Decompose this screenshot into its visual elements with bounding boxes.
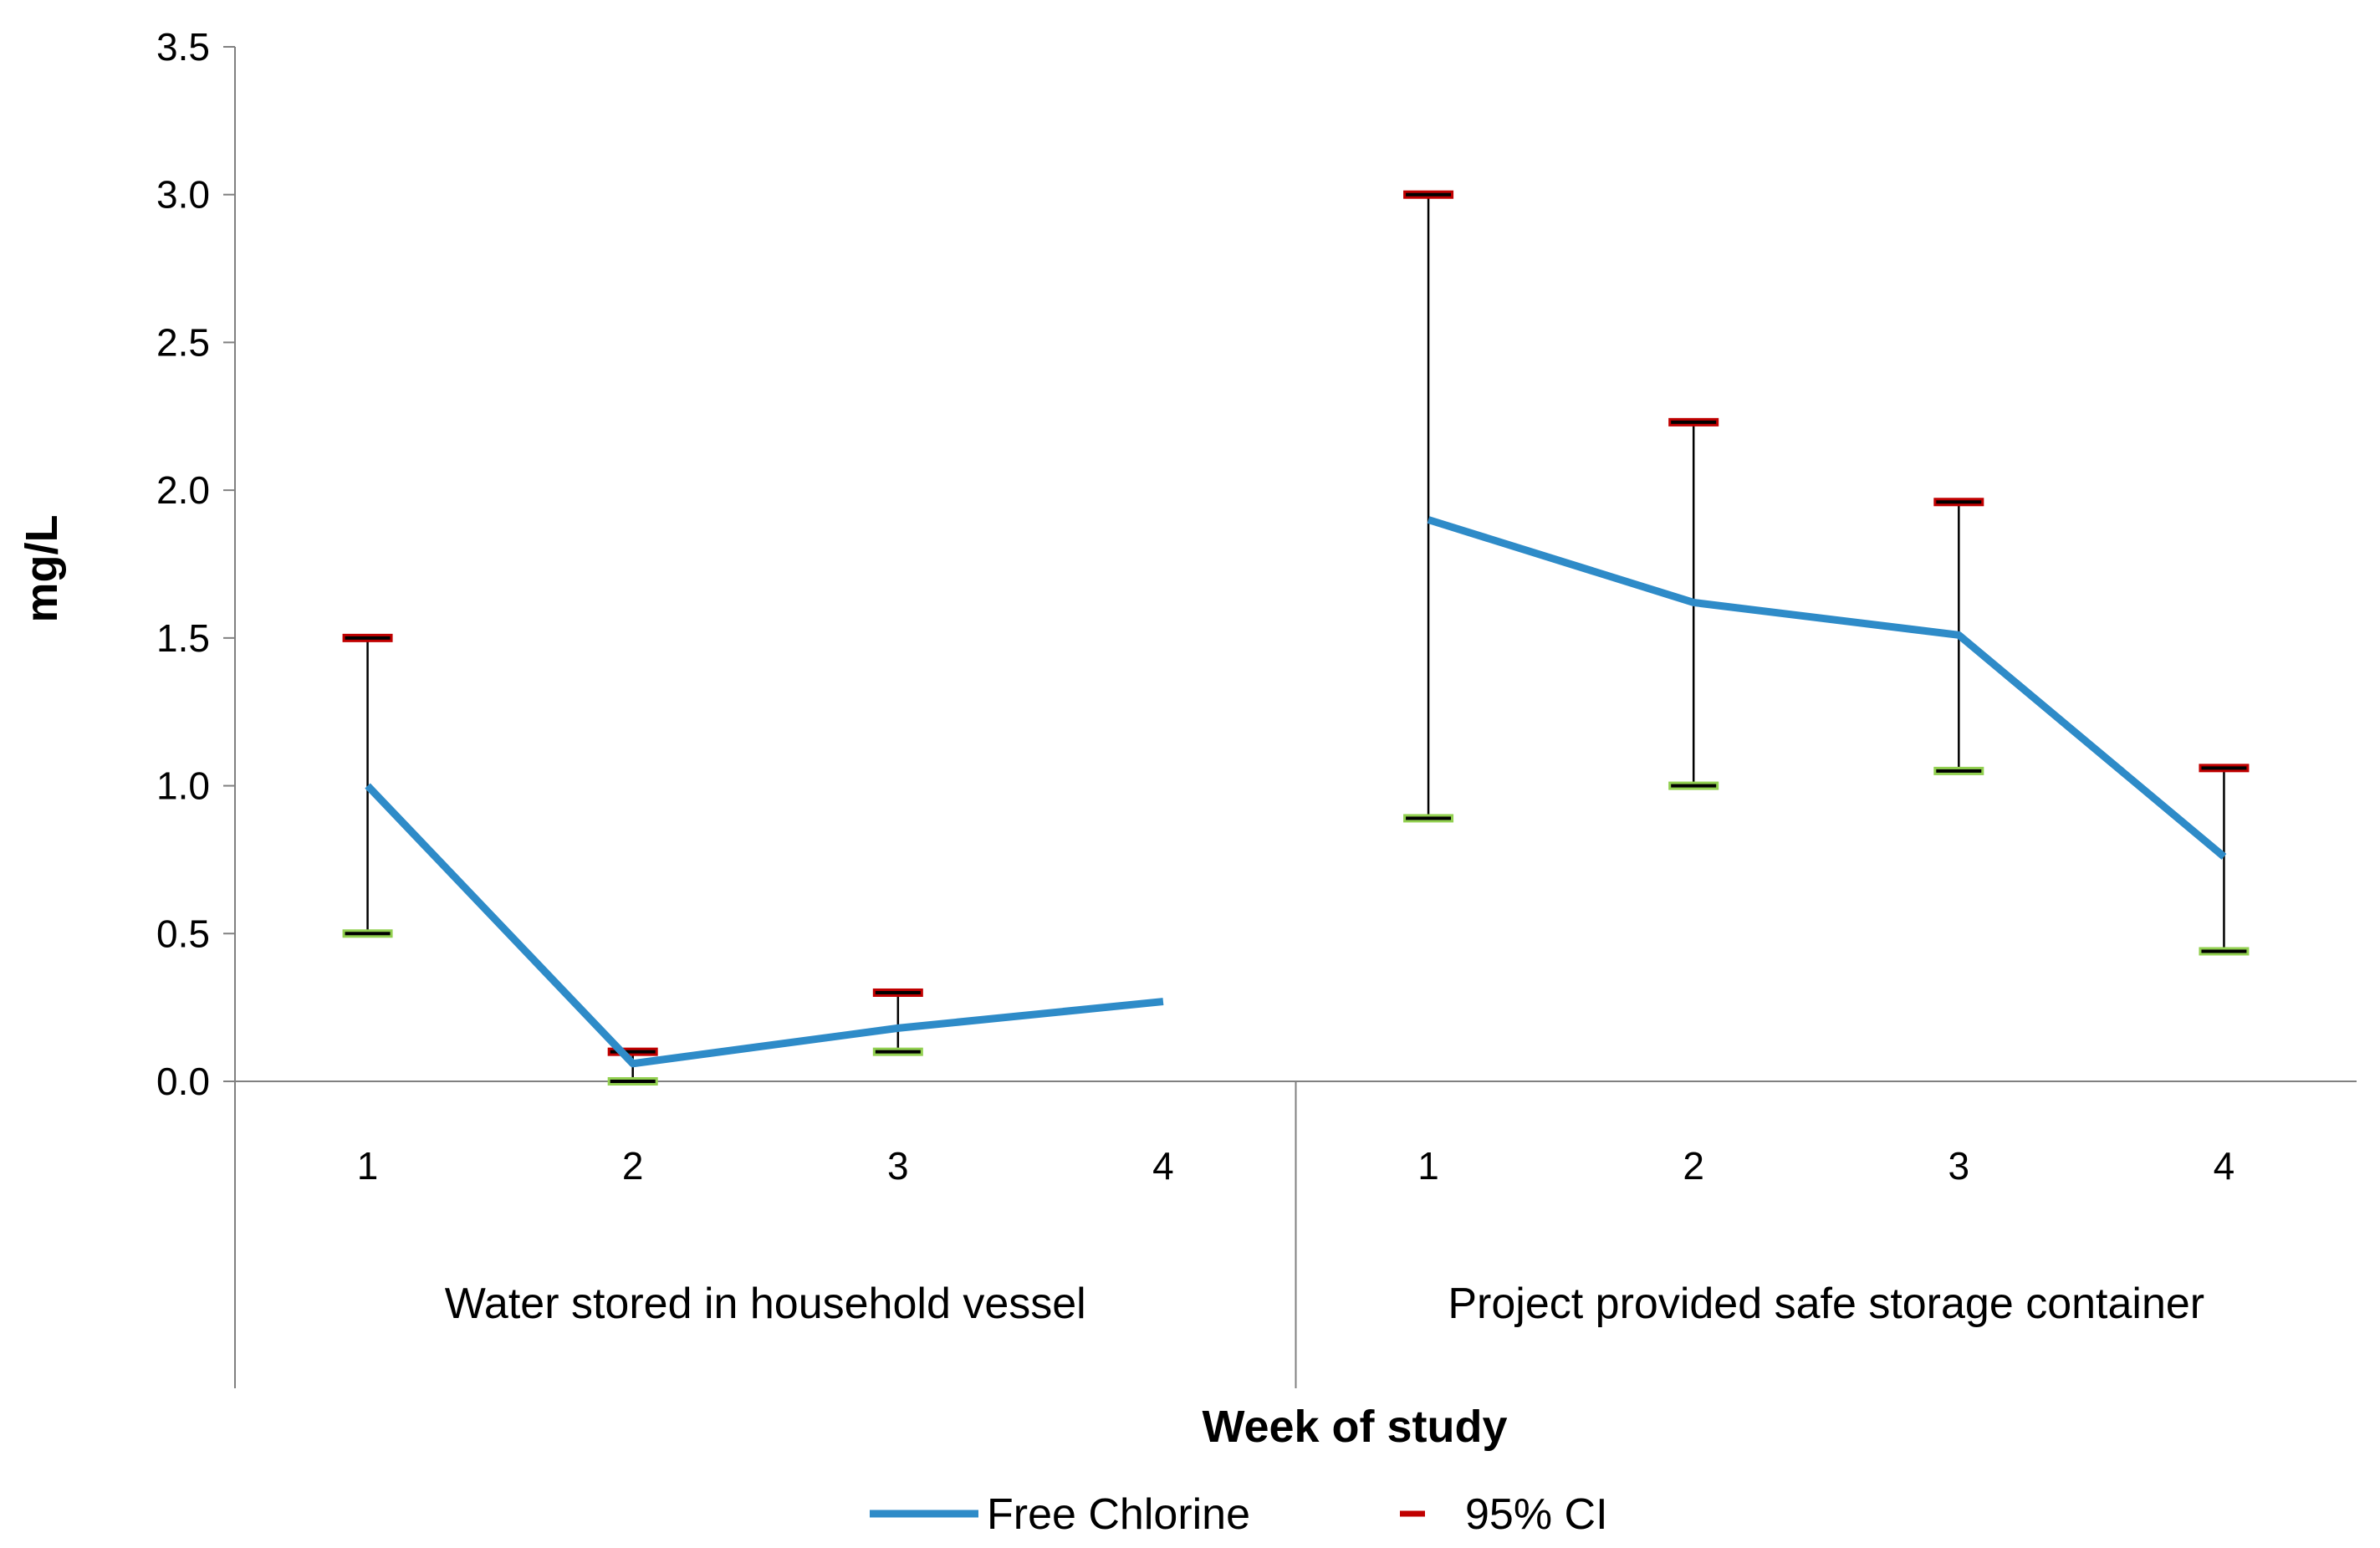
ci-upper-cap bbox=[1671, 420, 1717, 424]
x-tick-label: 3 bbox=[887, 1144, 909, 1188]
x-tick-label: 2 bbox=[622, 1144, 644, 1188]
legend: Free Chlorine 95% CI bbox=[870, 1490, 1608, 1539]
ci-upper-cap bbox=[875, 990, 921, 994]
y-tick-label: 1.0 bbox=[156, 764, 210, 808]
x-tick-labels: 1 2 3 4 1 2 3 4 bbox=[357, 1144, 2234, 1188]
ci-lower-cap bbox=[875, 1050, 921, 1054]
x-tick-label: 2 bbox=[1683, 1144, 1704, 1188]
group-label: Water stored in household vessel bbox=[445, 1280, 1086, 1328]
x-tick-label: 4 bbox=[2214, 1144, 2235, 1188]
ci-upper-cap bbox=[1936, 500, 1982, 504]
group-label: Project provided safe storage container bbox=[1448, 1280, 2204, 1328]
free-chlorine-line bbox=[1427, 516, 2227, 860]
ci-lower-cap bbox=[1406, 816, 1452, 820]
y-tick-labels: 0.0 0.5 1.0 1.5 2.0 2.5 3.0 3.5 bbox=[156, 25, 210, 1103]
ci-lower-cap bbox=[1936, 769, 1982, 773]
ci-upper-cap bbox=[2201, 766, 2247, 770]
group-labels: Water stored in household vessel Project … bbox=[445, 1280, 2204, 1328]
y-tick-label: 3.0 bbox=[156, 173, 210, 217]
ci-lower-cap bbox=[610, 1080, 656, 1083]
y-tick-label: 1.5 bbox=[156, 616, 210, 660]
x-tick-label: 4 bbox=[1152, 1144, 1174, 1188]
ci-lower-cap bbox=[345, 932, 391, 936]
series-lines bbox=[365, 516, 2227, 1068]
y-tick-label: 3.5 bbox=[156, 25, 210, 69]
y-tick-label: 0.0 bbox=[156, 1060, 210, 1103]
y-tick-label: 2.0 bbox=[156, 468, 210, 512]
legend-ci-label: 95% CI bbox=[1465, 1490, 1608, 1539]
axes bbox=[223, 46, 2357, 1388]
y-tick-label: 0.5 bbox=[156, 912, 210, 955]
ci-upper-cap bbox=[1406, 192, 1452, 197]
x-axis-title: Week of study bbox=[1202, 1402, 1507, 1452]
x-tick-label: 1 bbox=[1417, 1144, 1439, 1188]
ci-lower-cap bbox=[2201, 949, 2247, 953]
legend-free-chlorine-label: Free Chlorine bbox=[987, 1490, 1250, 1539]
x-tick-label: 1 bbox=[357, 1144, 379, 1188]
x-tick-label: 3 bbox=[1948, 1144, 1970, 1188]
ci-upper-cap bbox=[345, 636, 391, 640]
free-chlorine-line bbox=[365, 783, 1164, 1068]
ci-lower-cap bbox=[1671, 784, 1717, 788]
y-tick-label: 2.5 bbox=[156, 320, 210, 364]
y-axis-title: mg/L bbox=[17, 515, 67, 623]
ci-upper-cap bbox=[610, 1050, 656, 1054]
